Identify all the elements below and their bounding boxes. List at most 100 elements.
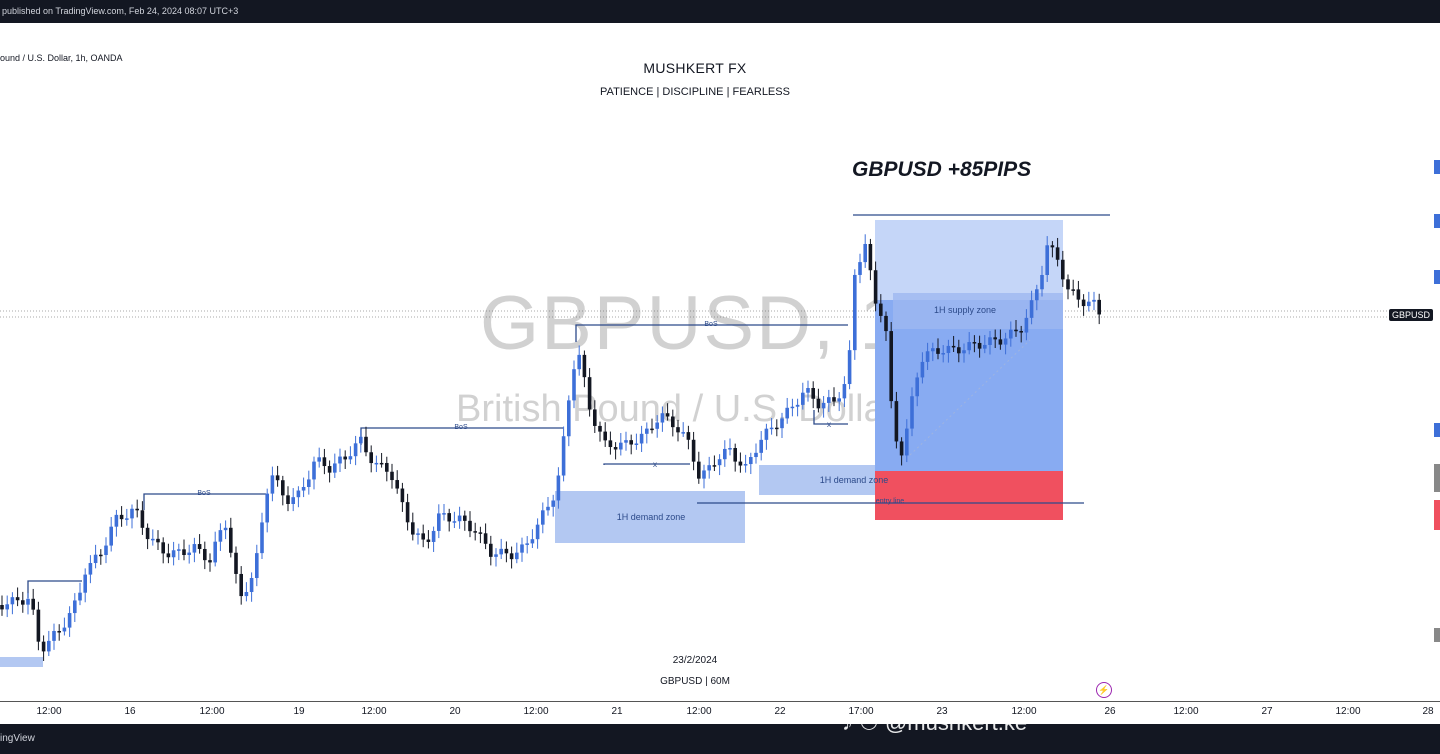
candle-body [255, 553, 259, 579]
time-tick: 17:00 [848, 706, 874, 717]
candle-body [260, 522, 264, 554]
tradingview-logo-text: ingView [0, 733, 35, 744]
demand-zone-0 [0, 657, 43, 667]
time-tick: 28 [1422, 706, 1434, 717]
candle-body [946, 345, 951, 354]
time-tick: 12:00 [1335, 706, 1361, 717]
candle-body [577, 354, 581, 370]
candle-body [275, 475, 280, 481]
candle-body [645, 428, 649, 434]
time-tick: 23 [936, 706, 948, 717]
candle-body [629, 440, 633, 445]
demand-zone-label-2: 1H demand zone [819, 475, 889, 485]
time-tick: 16 [124, 706, 136, 717]
candle-body [421, 533, 425, 540]
candle-body [738, 461, 743, 466]
candle-body [109, 526, 113, 546]
candle-body [369, 452, 373, 464]
candle-body [795, 404, 800, 407]
candle-body [972, 342, 977, 344]
candle-body [655, 422, 659, 429]
candle-body [395, 480, 399, 489]
candle-body [187, 552, 191, 556]
candle-body [884, 315, 888, 332]
candle-body [608, 440, 613, 448]
candle-body [249, 578, 254, 593]
candle-body [1092, 299, 1096, 302]
candle-body [104, 545, 108, 556]
candle-body [156, 538, 160, 543]
candle-body [1029, 300, 1034, 318]
candle-body [0, 605, 4, 610]
candle-body [941, 353, 945, 355]
candle-body [385, 462, 389, 472]
candle-body [634, 443, 639, 445]
candle-body [312, 461, 316, 480]
candle-body [26, 598, 30, 605]
candle-body [546, 506, 550, 511]
candle-body [223, 527, 228, 531]
candle-body [281, 480, 285, 496]
candle-body [270, 475, 275, 494]
candle-body [426, 539, 431, 542]
candle-body [998, 339, 1003, 345]
candle-body [213, 541, 217, 563]
top-bar: published on TradingView.com, Feb 24, 20… [0, 0, 1440, 23]
candle-body [21, 600, 25, 605]
candle-body [650, 428, 654, 431]
footer-date: 23/2/2024 [672, 655, 718, 666]
time-axis[interactable] [0, 701, 1440, 725]
candle-body [780, 418, 784, 429]
candle-body [1014, 329, 1018, 332]
candle-body [894, 401, 899, 442]
candle-body [41, 641, 46, 652]
candle-body [437, 513, 441, 531]
candle-body [47, 640, 51, 652]
candle-body [697, 461, 701, 479]
candle-body [1045, 245, 1049, 275]
candle-body [161, 542, 165, 554]
candle-body [135, 508, 139, 511]
candle-body [889, 331, 893, 402]
candle-body [967, 342, 971, 351]
brand-motto: PATIENCE | DISCIPLINE | FEARLESS [600, 86, 790, 98]
candle-body [338, 456, 342, 464]
candle-body [811, 388, 815, 399]
candle-body [322, 457, 327, 467]
candle-body [530, 539, 535, 544]
stop-loss-zone [875, 471, 1063, 520]
candle-body [535, 524, 540, 540]
candle-body [691, 439, 696, 462]
candle-body [473, 531, 477, 533]
candle-body [468, 520, 472, 532]
candle-body [613, 447, 618, 450]
supply-zone-label: 1H supply zone [933, 305, 997, 315]
candle-body [905, 428, 909, 456]
candle-body [572, 369, 576, 401]
candle-body [551, 500, 555, 507]
candle-body [816, 398, 821, 409]
candle-body [177, 549, 181, 551]
symbol-description: ound / U.S. Dollar, 1h, OANDA [0, 53, 123, 63]
time-tick: 20 [449, 706, 461, 717]
candle-body [806, 388, 810, 393]
candle-body [1024, 317, 1029, 333]
candle-body [1071, 289, 1075, 291]
candle-body [239, 573, 243, 597]
candle-body [665, 413, 670, 417]
time-tick: 12:00 [1011, 706, 1037, 717]
candle-body [166, 553, 171, 558]
candle-body [733, 448, 737, 462]
candle-body [93, 554, 98, 564]
chart-area[interactable]: ound / U.S. Dollar, 1h, OANDA MUSHKERT F… [0, 23, 1440, 724]
candle-body [936, 348, 940, 354]
candle-body [218, 530, 223, 542]
candle-body [801, 392, 805, 405]
candle-body [728, 448, 732, 450]
candle-body [343, 456, 347, 460]
watermark-symbol: GBPUSD, 1h [480, 281, 948, 366]
candle-body [379, 462, 384, 465]
lightning-icon[interactable]: ⚡ [1096, 682, 1112, 698]
candle-body [5, 604, 9, 610]
